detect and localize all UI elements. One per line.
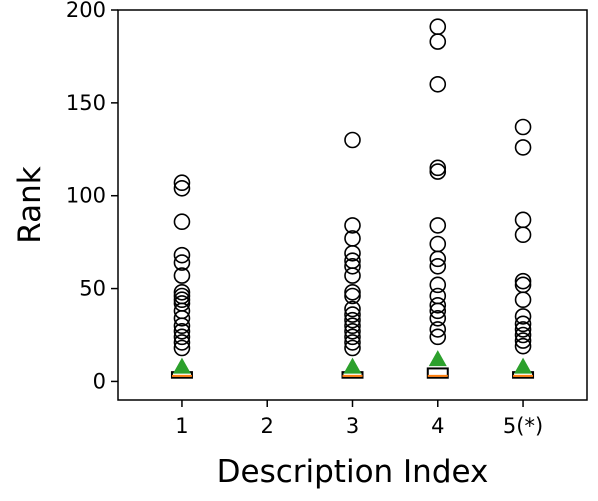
outlier-point [173, 317, 191, 335]
outlier-point [344, 322, 361, 340]
outlier-point [514, 291, 532, 309]
outlier-point [344, 334, 361, 351]
x-tick-label: 3 [346, 414, 359, 438]
y-tick-label: 100 [66, 184, 106, 208]
outlier-point [429, 257, 447, 275]
outlier-point [429, 159, 447, 177]
outlier-point [514, 332, 532, 349]
outlier-point [514, 315, 532, 333]
outlier-point [514, 272, 532, 290]
outlier-point [173, 179, 191, 197]
outlier-point [429, 302, 447, 320]
outlier-point [344, 283, 361, 301]
outlier-point [344, 287, 361, 305]
outlier-point [514, 276, 532, 294]
mean-marker [428, 350, 447, 367]
outlier-point [173, 174, 191, 192]
outlier-point [344, 131, 361, 149]
outlier-point [429, 250, 447, 268]
y-tick-label: 200 [66, 0, 106, 22]
outlier-point [173, 328, 191, 346]
outlier-point [173, 322, 191, 340]
x-tick-label: 4 [431, 414, 444, 438]
outlier-point [173, 254, 191, 271]
outlier-point [173, 291, 191, 309]
outlier-point [344, 300, 361, 318]
box-group [170, 174, 193, 379]
outlier-point [514, 321, 532, 338]
outlier-point [173, 283, 191, 301]
mean-marker [343, 357, 362, 374]
outlier-point [344, 306, 361, 323]
x-tick-label: 5(*) [503, 414, 543, 438]
outlier-point [429, 296, 447, 314]
y-tick-label: 50 [79, 277, 106, 301]
outlier-point [514, 211, 532, 229]
x-tick-label: 1 [175, 414, 188, 438]
y-tick-label: 0 [93, 369, 106, 393]
outlier-point [344, 217, 361, 234]
outlier-point [173, 309, 191, 327]
box-group [512, 118, 535, 379]
outlier-point [344, 257, 361, 275]
outlier-point [429, 163, 447, 180]
box-group [341, 131, 364, 379]
outlier-point [429, 18, 447, 36]
outlier-point [344, 317, 361, 335]
outlier-point [429, 235, 447, 253]
outlier-point [429, 328, 447, 346]
outlier-point [429, 309, 447, 327]
outlier-point [429, 75, 447, 93]
plot-marks [170, 18, 535, 379]
outlier-point [173, 339, 191, 357]
box-group [426, 18, 449, 379]
outlier-point [173, 213, 191, 231]
y-axis-title: Rank [12, 166, 48, 244]
outlier-point [344, 311, 361, 329]
x-tick-label: 2 [261, 414, 274, 438]
outlier-point [429, 33, 447, 50]
outlier-point [514, 226, 532, 244]
outlier-point [344, 339, 361, 357]
outlier-point [514, 118, 532, 136]
outlier-point [344, 328, 361, 346]
outlier-point [514, 139, 532, 156]
box [426, 367, 449, 379]
axes: 0 50 100 150 200 1 2 3 4 5(*) [66, 0, 543, 438]
outlier-point [514, 308, 532, 325]
outlier-point [173, 267, 191, 284]
outlier-point [429, 287, 447, 305]
outlier-point [344, 267, 361, 284]
outlier-point [429, 276, 447, 294]
y-tick-label: 150 [66, 91, 106, 115]
outlier-point [514, 337, 532, 355]
x-axis-title: Description Index [217, 454, 489, 490]
outlier-point [514, 326, 532, 344]
outlier-point [429, 321, 447, 338]
mean-marker [514, 357, 533, 374]
mean-marker [172, 357, 191, 374]
outlier-point [173, 334, 191, 351]
outlier-point [173, 246, 191, 264]
outlier-point [429, 217, 447, 234]
outlier-point [344, 244, 361, 262]
